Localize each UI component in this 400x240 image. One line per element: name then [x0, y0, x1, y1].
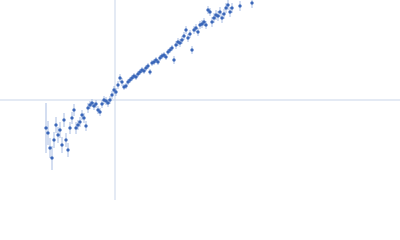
data-point	[146, 64, 150, 68]
data-point	[200, 22, 204, 26]
data-point	[188, 32, 192, 36]
data-point	[184, 28, 188, 32]
data-point	[136, 72, 140, 76]
data-point	[94, 102, 98, 106]
data-point	[194, 26, 198, 30]
data-point	[218, 10, 222, 14]
data-point	[44, 126, 48, 130]
data-point	[186, 36, 190, 40]
data-point	[66, 148, 70, 152]
data-point	[202, 20, 206, 24]
data-point	[86, 106, 90, 110]
data-point	[192, 28, 196, 32]
data-point	[124, 84, 128, 88]
data-point	[84, 124, 88, 128]
data-point	[96, 108, 100, 112]
data-point	[114, 90, 118, 94]
data-point	[68, 126, 72, 130]
data-point	[78, 120, 82, 124]
data-point	[134, 75, 138, 79]
data-point	[220, 16, 224, 20]
data-point	[72, 108, 76, 112]
data-point	[152, 60, 156, 64]
data-point	[108, 98, 112, 102]
data-point	[238, 4, 242, 8]
data-point	[162, 53, 166, 57]
data-point	[224, 6, 228, 10]
chart	[0, 0, 400, 200]
data-point	[154, 58, 158, 62]
data-point	[112, 88, 116, 92]
data-point	[216, 14, 220, 18]
data-point	[222, 12, 226, 16]
data-point	[138, 70, 142, 74]
data-point	[178, 41, 182, 45]
page: (() => { const data = JSON.parse(documen…	[0, 0, 400, 200]
data-point	[106, 101, 110, 105]
data-point	[46, 131, 50, 135]
data-point	[226, 3, 230, 7]
data-point	[74, 126, 78, 130]
data-point	[128, 78, 132, 82]
data-point	[58, 128, 62, 132]
data-point	[98, 110, 102, 114]
data-point	[158, 56, 162, 60]
data-point	[230, 6, 234, 10]
data-point	[116, 83, 120, 87]
data-point	[48, 146, 52, 150]
data-point	[156, 60, 160, 64]
data-point	[190, 48, 194, 52]
data-point	[208, 10, 212, 14]
data-point	[92, 104, 96, 108]
data-point	[204, 23, 208, 27]
data-point	[180, 38, 184, 42]
data-point	[118, 76, 122, 80]
data-point	[196, 30, 200, 34]
data-point	[172, 58, 176, 62]
data-point	[174, 43, 178, 47]
data-point	[100, 102, 104, 106]
data-point	[54, 123, 58, 127]
data-point	[70, 116, 74, 120]
data-point	[130, 76, 134, 80]
data-point	[104, 99, 108, 103]
data-point	[228, 10, 232, 14]
data-point	[212, 16, 216, 20]
data-point	[168, 48, 172, 52]
data-point	[82, 116, 86, 120]
data-point	[120, 80, 124, 84]
data-point	[80, 113, 84, 117]
data-point	[144, 66, 148, 70]
data-point	[76, 123, 80, 127]
data-point	[170, 46, 174, 50]
data-point	[164, 55, 168, 59]
data-point	[60, 143, 64, 147]
data-point	[142, 69, 146, 73]
data-point	[126, 80, 130, 84]
data-point	[64, 138, 68, 142]
data-point	[88, 103, 92, 107]
data-point	[52, 138, 56, 142]
data-point	[182, 34, 186, 38]
data-point	[90, 101, 94, 105]
data-point	[110, 93, 114, 97]
data-point	[50, 156, 54, 160]
data-point	[56, 133, 60, 137]
data-point	[148, 70, 152, 74]
data-point	[210, 20, 214, 24]
data-point	[250, 1, 254, 5]
data-point	[206, 8, 210, 12]
data-point	[62, 118, 66, 122]
data-point	[166, 50, 170, 54]
